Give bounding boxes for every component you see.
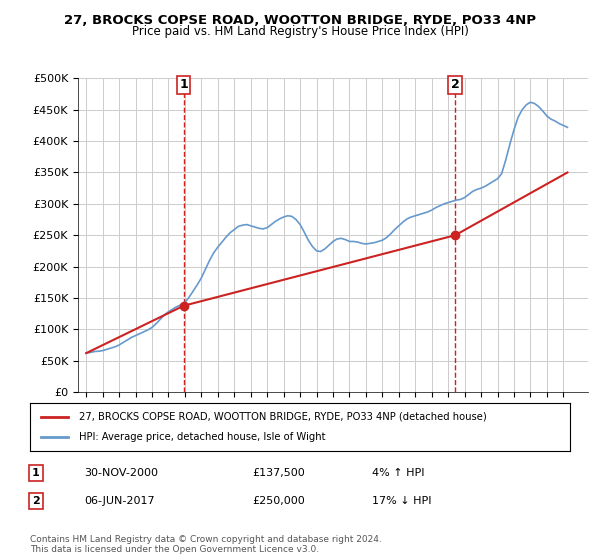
Text: 27, BROCKS COPSE ROAD, WOOTTON BRIDGE, RYDE, PO33 4NP (detached house): 27, BROCKS COPSE ROAD, WOOTTON BRIDGE, R… xyxy=(79,412,487,422)
Text: Price paid vs. HM Land Registry's House Price Index (HPI): Price paid vs. HM Land Registry's House … xyxy=(131,25,469,38)
Text: 06-JUN-2017: 06-JUN-2017 xyxy=(84,496,155,506)
Text: 30-NOV-2000: 30-NOV-2000 xyxy=(84,468,158,478)
Text: 1: 1 xyxy=(32,468,40,478)
Text: Contains HM Land Registry data © Crown copyright and database right 2024.
This d: Contains HM Land Registry data © Crown c… xyxy=(30,535,382,554)
Text: 27, BROCKS COPSE ROAD, WOOTTON BRIDGE, RYDE, PO33 4NP: 27, BROCKS COPSE ROAD, WOOTTON BRIDGE, R… xyxy=(64,14,536,27)
Text: 1: 1 xyxy=(179,78,188,91)
Text: £137,500: £137,500 xyxy=(252,468,305,478)
Text: 17% ↓ HPI: 17% ↓ HPI xyxy=(372,496,431,506)
Text: HPI: Average price, detached house, Isle of Wight: HPI: Average price, detached house, Isle… xyxy=(79,432,325,442)
Text: 2: 2 xyxy=(32,496,40,506)
Text: 2: 2 xyxy=(451,78,460,91)
Text: £250,000: £250,000 xyxy=(252,496,305,506)
Text: 4% ↑ HPI: 4% ↑ HPI xyxy=(372,468,425,478)
